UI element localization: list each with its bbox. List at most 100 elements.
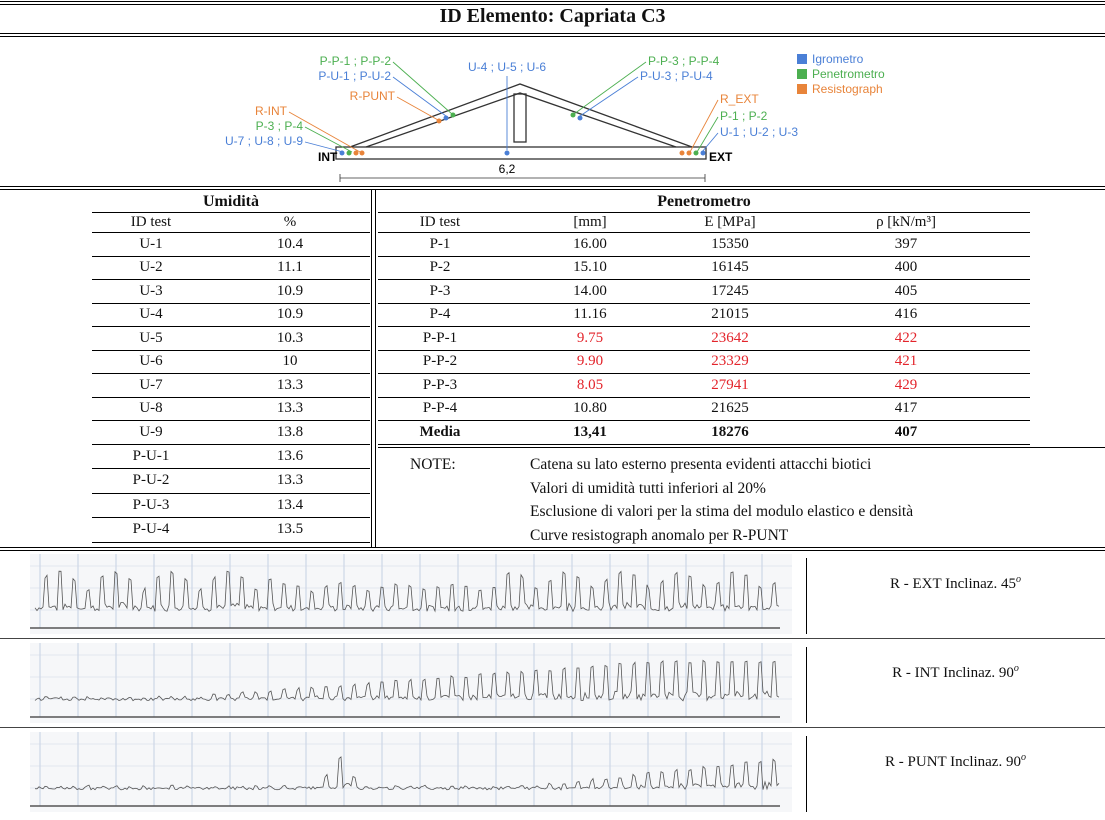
cell: 422 bbox=[782, 327, 1030, 351]
cell: 18276 bbox=[678, 421, 782, 445]
diagram-label: R-INT bbox=[255, 104, 288, 118]
dimension: 6,2 bbox=[499, 162, 516, 176]
cell: 14.00 bbox=[502, 280, 678, 304]
cell: 13.4 bbox=[210, 493, 370, 518]
rule bbox=[0, 727, 1105, 728]
rule bbox=[806, 647, 807, 723]
cell: P-P-4 bbox=[378, 397, 502, 421]
cell: P-3 bbox=[378, 280, 502, 304]
legend-swatch bbox=[797, 84, 807, 94]
rule bbox=[371, 190, 372, 547]
cell: 13.3 bbox=[210, 469, 370, 494]
row: U-713.3 bbox=[92, 374, 370, 398]
header-row: ID test[mm]E [MPa]ρ [kN/m³] bbox=[378, 213, 1030, 233]
cell: 10.3 bbox=[210, 327, 370, 351]
legend-swatch bbox=[797, 54, 807, 64]
cell: U-3 bbox=[92, 280, 210, 304]
cell: 13.5 bbox=[210, 518, 370, 543]
legend-swatch bbox=[797, 69, 807, 79]
resistograph-plot bbox=[30, 643, 792, 723]
cell: P-P-2 bbox=[378, 350, 502, 374]
resistograph-plot bbox=[30, 732, 792, 812]
cell: 421 bbox=[782, 350, 1030, 374]
cell: 23329 bbox=[678, 350, 782, 374]
cell: U-4 bbox=[92, 303, 210, 327]
rule bbox=[806, 736, 807, 812]
diagram-label: U-7 ; U-8 ; U-9 bbox=[225, 134, 303, 148]
cell: 17245 bbox=[678, 280, 782, 304]
column-header: ρ [kN/m³] bbox=[782, 213, 1030, 233]
note-line: Catena su lato esterno presenta evidenti… bbox=[530, 456, 871, 480]
cell: 16145 bbox=[678, 256, 782, 280]
diagram-label: EXT bbox=[709, 150, 733, 164]
column-header: ID test bbox=[92, 213, 210, 233]
table-title: Umidità bbox=[92, 191, 370, 213]
resistograph-label: R - PUNT Inclinaz. 90o bbox=[806, 752, 1105, 771]
label-text: R - INT Inclinaz. 90 bbox=[892, 665, 1014, 681]
diagram-label: U-1 ; U-2 ; U-3 bbox=[720, 125, 798, 139]
diagram-label: P-3 ; P-4 bbox=[256, 119, 304, 133]
label-sup: o bbox=[1021, 752, 1026, 763]
cell: 13.3 bbox=[210, 374, 370, 398]
title: ID Elemento: Capriata C3 bbox=[0, 5, 1105, 28]
row: P-U-313.4 bbox=[92, 493, 370, 518]
resistograph-plot bbox=[30, 554, 792, 634]
note-line: Valori di umidità tutti inferiori al 20% bbox=[530, 480, 766, 504]
cell: 11.16 bbox=[502, 303, 678, 327]
rule bbox=[0, 638, 1105, 639]
cell: 8.05 bbox=[502, 374, 678, 398]
cell: 16.00 bbox=[502, 233, 678, 257]
label-sup: o bbox=[1014, 663, 1019, 674]
cell: U-7 bbox=[92, 374, 210, 398]
cell: P-U-1 bbox=[92, 444, 210, 469]
header-row: ID test% bbox=[92, 213, 370, 233]
cell: P-2 bbox=[378, 256, 502, 280]
cell: U-1 bbox=[92, 233, 210, 257]
column-header: ID test bbox=[378, 213, 502, 233]
column-header: E [MPa] bbox=[678, 213, 782, 233]
rule bbox=[0, 547, 1105, 551]
resistograph-label: R - INT Inclinaz. 90o bbox=[806, 663, 1105, 682]
cell: 10.9 bbox=[210, 280, 370, 304]
cell: 23642 bbox=[678, 327, 782, 351]
row: P-U-113.6 bbox=[92, 444, 370, 469]
cell: 15350 bbox=[678, 233, 782, 257]
rule bbox=[375, 190, 376, 547]
diagram-label: P-U-1 ; P-U-2 bbox=[318, 69, 391, 83]
cell: P-1 bbox=[378, 233, 502, 257]
legend-label: Igrometro bbox=[812, 52, 864, 66]
cell: 10.4 bbox=[210, 233, 370, 257]
diagram-label: P-P-3 ; P-P-4 bbox=[648, 54, 720, 68]
diagram-label: P-1 ; P-2 bbox=[720, 109, 768, 123]
note-line: Esclusione di valori per la stima del mo… bbox=[530, 503, 913, 527]
cell: 13,41 bbox=[502, 421, 678, 445]
label-text: R - EXT Inclinaz. 45 bbox=[890, 576, 1016, 592]
cell: 9.90 bbox=[502, 350, 678, 374]
cell: 13.8 bbox=[210, 421, 370, 445]
row: P-P-29.9023329421 bbox=[378, 350, 1030, 374]
table-title: Penetrometro bbox=[378, 191, 1030, 213]
column-header: [mm] bbox=[502, 213, 678, 233]
diagram-label: R_EXT bbox=[720, 92, 759, 106]
cell: 10.80 bbox=[502, 397, 678, 421]
cell: 9.75 bbox=[502, 327, 678, 351]
cell: 10.9 bbox=[210, 303, 370, 327]
column-header: % bbox=[210, 213, 370, 233]
legend-label: Resistograph bbox=[812, 82, 883, 96]
cell: U-2 bbox=[92, 256, 210, 280]
row: U-211.1 bbox=[92, 256, 370, 280]
title-row: Umidità bbox=[92, 191, 370, 213]
cell: P-U-2 bbox=[92, 469, 210, 494]
diagram-label: U-4 ; U-5 ; U-6 bbox=[468, 60, 546, 74]
notes-label: NOTE: bbox=[410, 456, 456, 474]
